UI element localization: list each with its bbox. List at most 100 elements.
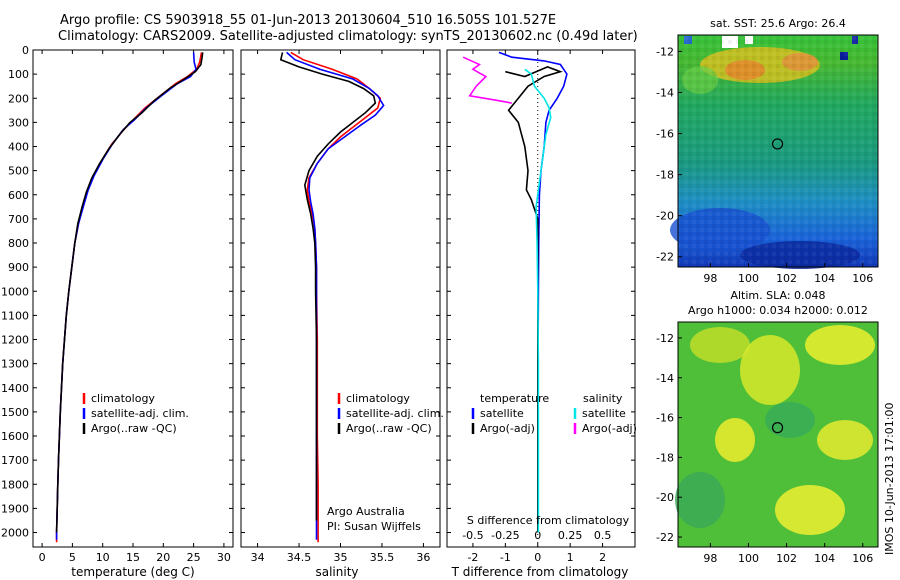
salinity-panel-frame (240, 49, 441, 548)
temperature-panel-frame (32, 49, 234, 548)
map-y-tick-label: -16 (656, 412, 674, 425)
difference-top-xlabel: S difference from climatology (467, 514, 630, 527)
sla-high-patch (715, 418, 755, 462)
sst-pixel-texture (678, 35, 878, 267)
y-tick-label: 600 (8, 189, 29, 202)
map-x-tick-label: 100 (738, 552, 759, 565)
difference-xlabel: T difference from climatology (451, 565, 629, 579)
map-x-tick-label: 98 (703, 552, 717, 565)
y-tick-label: 1800 (1, 478, 29, 491)
map-x-tick-label: 106 (852, 272, 873, 285)
x-tick-label: 25 (187, 551, 201, 564)
map-x-tick-label: 102 (776, 272, 797, 285)
x-tick-label: 1 (567, 551, 574, 564)
legend-label: climatology (346, 392, 410, 405)
map-y-tick-label: -14 (656, 372, 674, 385)
map-x-tick-label: 104 (814, 552, 835, 565)
sst-map (670, 35, 878, 269)
series-argo-raw-qc- (55, 52, 204, 533)
x-tick-label: 34 (251, 551, 265, 564)
legend-label: satellite (480, 407, 524, 420)
y-tick-label: 1300 (1, 358, 29, 371)
series-temperature-satellite (498, 51, 568, 533)
sla-high-patch (690, 327, 750, 363)
sla-high-patch (775, 485, 845, 535)
x-tick-label-salinity: 0.5 (594, 529, 612, 542)
y-tick-label: 500 (8, 165, 29, 178)
temperature-xlabel: temperature (deg C) (71, 565, 194, 579)
map-x-tick-label: 100 (738, 272, 759, 285)
x-tick-label: 2 (599, 551, 606, 564)
x-tick-label: 35 (334, 551, 348, 564)
map-y-tick-label: -16 (656, 128, 674, 141)
map-x-tick-label: 98 (703, 272, 717, 285)
footer-timestamp: IMOS 10-Jun-2013 17:01:00 (883, 402, 896, 555)
y-tick-label: 0 (22, 44, 29, 57)
x-tick-label: 10 (96, 551, 110, 564)
sla-high-patch (817, 420, 873, 460)
y-tick-label: 1100 (1, 309, 29, 322)
x-tick-label-salinity: -0.5 (462, 529, 483, 542)
series-climatology (55, 52, 203, 543)
sla-low-patch (765, 402, 815, 438)
x-tick-label: 20 (156, 551, 170, 564)
figure-title-line2: Climatology: CARS2009. Satellite-adjuste… (58, 29, 638, 44)
salinity-annotation: PI: Susan Wijffels (327, 520, 421, 533)
map-x-tick-label: 104 (814, 272, 835, 285)
series-satellite-adj-clim- (286, 51, 385, 540)
y-tick-label: 400 (8, 141, 29, 154)
y-tick-label: 1600 (1, 430, 29, 443)
sla-map (675, 322, 878, 547)
x-tick-label: 0 (534, 551, 541, 564)
sla-high-patch (740, 335, 800, 405)
legend-label: Argo(-adj) (480, 422, 535, 435)
sst-map-frame (677, 34, 879, 268)
series-climatology (290, 51, 382, 543)
x-tick-label: 36 (416, 551, 430, 564)
y-tick-label: 800 (8, 237, 29, 250)
y-tick-label: 1000 (1, 285, 29, 298)
map-y-tick-label: -12 (656, 332, 674, 345)
y-tick-label: 1400 (1, 382, 29, 395)
map-y-tick-label: -12 (656, 45, 674, 58)
legend-label: Argo(-adj) (582, 422, 637, 435)
legend-label: Argo(..raw -QC) (91, 422, 177, 435)
y-tick-label: 1900 (1, 502, 29, 515)
y-tick-label: 100 (8, 68, 29, 81)
legend-label: Argo(..raw -QC) (346, 422, 432, 435)
series-argo-raw-qc- (279, 52, 377, 521)
legend-label: satellite (582, 407, 626, 420)
x-tick-label: -1 (500, 551, 511, 564)
argo-position-marker (771, 138, 784, 150)
x-tick-label: 15 (126, 551, 140, 564)
sla-high-patch (805, 325, 875, 365)
legend-label: climatology (91, 392, 155, 405)
sla-low-patch (675, 472, 725, 528)
map-y-tick-label: -18 (656, 451, 674, 464)
y-tick-label: 900 (8, 261, 29, 274)
x-tick-label: 35.5 (370, 551, 395, 564)
x-tick-label: -2 (467, 551, 478, 564)
map-x-tick-label: 106 (852, 552, 873, 565)
legend-label: satellite-adj. clim. (91, 407, 189, 420)
x-tick-label: 30 (217, 551, 231, 564)
map-y-tick-label: -22 (656, 531, 674, 544)
legend-label: satellite-adj. clim. (346, 407, 444, 420)
x-tick-label: 34.5 (287, 551, 312, 564)
x-tick-label: 5 (69, 551, 76, 564)
salinity-annotation: Argo Australia (327, 505, 405, 518)
x-tick-label-salinity: 0 (534, 529, 541, 542)
map-x-tick-label: 102 (776, 552, 797, 565)
map-y-tick-label: -18 (656, 169, 674, 182)
y-tick-label: 200 (8, 92, 29, 105)
legend-heading-salinity: salinity (583, 392, 623, 405)
y-tick-label: 1200 (1, 334, 29, 347)
legend-heading-temperature: temperature (480, 392, 549, 405)
series-salinity-satellite (524, 68, 552, 533)
map-title: sat. SST: 25.6 Argo: 26.4 (710, 17, 846, 30)
map-y-tick-label: -20 (656, 210, 674, 223)
series-salinity-argo-adj- (462, 56, 512, 104)
difference-panel-frame (446, 49, 636, 548)
map-title: Argo h1000: 0.034 h2000: 0.012 (688, 304, 868, 317)
